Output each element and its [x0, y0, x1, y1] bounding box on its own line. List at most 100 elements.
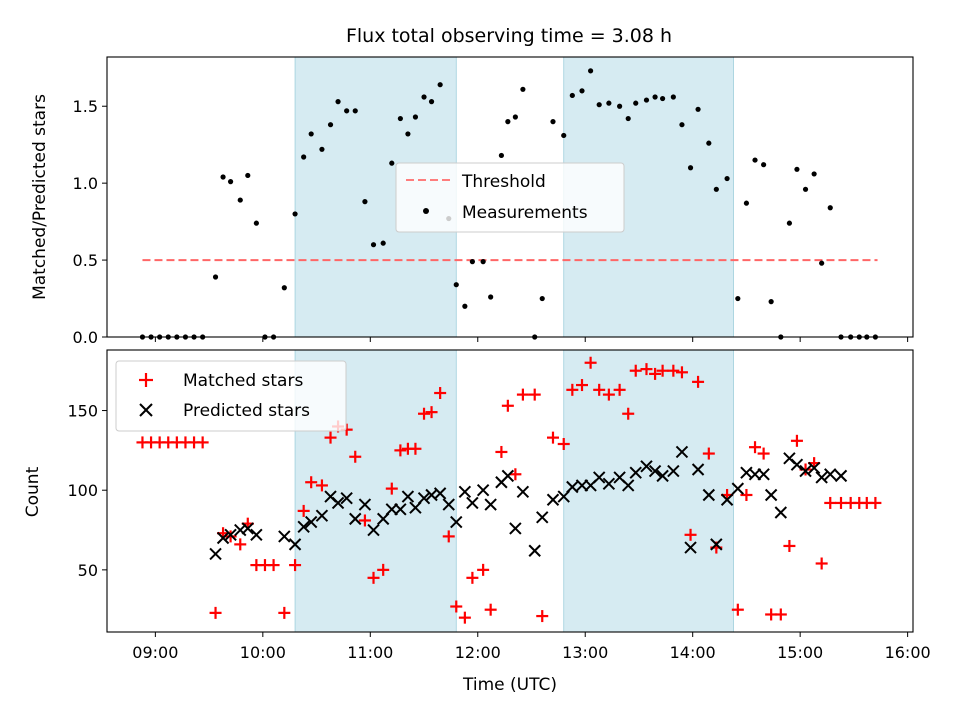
- predicted-star-point: [315, 509, 329, 522]
- measurement-point: [292, 211, 298, 217]
- measurement-point: [695, 106, 701, 112]
- matched-star-point: [749, 441, 762, 454]
- matched-star-point: [394, 444, 407, 457]
- predicted-star-point: [358, 498, 372, 511]
- matched-star-point: [434, 387, 447, 400]
- predicted-star-point: [640, 460, 653, 473]
- measurement-point: [633, 100, 639, 106]
- matched-star-point: [824, 496, 837, 509]
- x-tick-label: 14:00: [670, 643, 716, 662]
- measurement-point: [335, 99, 341, 105]
- predicted-star-point: [349, 512, 362, 526]
- matched-star-point: [566, 383, 579, 396]
- matched-star-point: [425, 406, 438, 419]
- predicted-star-point: [536, 511, 549, 524]
- predicted-star-point: [790, 458, 804, 471]
- matched-star-point: [409, 442, 422, 455]
- measurement-point: [421, 94, 427, 100]
- matched-star-point: [675, 366, 688, 379]
- measurement-point: [327, 122, 334, 128]
- legend-predicted-label: Predicted stars: [183, 401, 310, 421]
- predicted-star-point: [466, 496, 479, 510]
- predicted-star-point: [331, 496, 345, 510]
- matched-star-point: [305, 476, 318, 489]
- measurement-point: [679, 122, 685, 128]
- matched-star-point: [516, 388, 529, 401]
- measurement-point: [344, 108, 350, 114]
- measurement-point: [308, 131, 314, 137]
- matched-star-point: [385, 482, 398, 495]
- bottom-legend: Matched stars Predicted stars: [115, 360, 347, 432]
- measurement-point: [752, 157, 758, 163]
- measurement-point: [453, 282, 459, 288]
- measurement-point: [724, 175, 730, 182]
- top-y-tick-label: 0.5: [73, 251, 98, 270]
- measurement-point: [687, 165, 694, 171]
- matched-star-point: [377, 563, 390, 576]
- measurement-point: [220, 174, 226, 180]
- predicted-star-point: [209, 547, 222, 561]
- matched-star-point: [495, 445, 508, 458]
- matched-star-point: [656, 364, 669, 377]
- matched-star-point: [536, 610, 549, 623]
- measurement-point: [625, 115, 631, 122]
- matched-star-point: [315, 479, 328, 492]
- x-axis-label: Time (UTC): [462, 675, 557, 695]
- predicted-star-point: [216, 531, 230, 545]
- predicted-star-point: [417, 491, 431, 505]
- measurement-point: [596, 102, 602, 108]
- measurement-point: [588, 68, 594, 74]
- predicted-star-point: [250, 528, 263, 542]
- predicted-star-point: [484, 498, 497, 511]
- matched-star-point: [297, 504, 310, 517]
- matched-star-point: [774, 608, 787, 621]
- matched-star-point: [557, 438, 570, 450]
- measurement-point: [281, 285, 287, 291]
- predicted-star-point: [731, 482, 745, 495]
- matched-star-point: [477, 563, 490, 576]
- top-y-tick-label: 1.5: [73, 97, 98, 116]
- predicted-star-point: [691, 463, 705, 476]
- matched-star-point: [649, 367, 662, 380]
- measurement-point: [389, 160, 395, 166]
- measurement-point: [227, 179, 234, 185]
- measurement-point: [550, 119, 556, 125]
- matched-star-point: [289, 559, 302, 572]
- x-tick-label: 12:00: [455, 643, 501, 662]
- top-y-tick-label: 0.0: [73, 328, 98, 347]
- predicted-star-point: [834, 469, 848, 483]
- measurement-point: [606, 100, 612, 106]
- predicted-star-point: [509, 522, 522, 535]
- predicted-star-point: [684, 541, 697, 554]
- measurement-point: [802, 186, 809, 192]
- measurement-point: [827, 205, 833, 211]
- predicted-star-point: [622, 479, 635, 492]
- predicted-star-point: [433, 487, 447, 500]
- measurement-point: [617, 103, 623, 109]
- predicted-star-point: [629, 466, 642, 479]
- legend-measurements-swatch: [423, 208, 429, 214]
- measurement-point: [660, 95, 666, 102]
- matched-star-point: [584, 356, 597, 369]
- measurement-point: [512, 114, 518, 120]
- measurement-point: [352, 108, 358, 114]
- top-y-axis-label: Matched/Predicted stars: [30, 94, 50, 300]
- measurement-point: [579, 88, 585, 94]
- matched-star-point: [458, 611, 471, 624]
- predicted-star-point: [566, 480, 579, 494]
- predicted-star-point: [401, 490, 415, 503]
- predicted-star-point: [367, 523, 380, 537]
- predicted-star-point: [667, 464, 680, 478]
- matched-star-point: [324, 431, 337, 444]
- matched-star-point: [234, 538, 247, 551]
- chart-title: Flux total observing time = 3.08 h: [346, 25, 672, 47]
- measurement-point: [819, 260, 825, 266]
- measurement-point: [811, 171, 817, 177]
- measurement-point: [786, 220, 793, 226]
- predicted-star-point: [442, 498, 455, 511]
- matched-star-point: [757, 447, 770, 460]
- x-tick-label: 09:00: [132, 643, 178, 662]
- bottom-legend-box: [115, 360, 347, 432]
- top-legend: Threshold Measurements: [395, 162, 625, 233]
- measurement-point: [488, 294, 494, 300]
